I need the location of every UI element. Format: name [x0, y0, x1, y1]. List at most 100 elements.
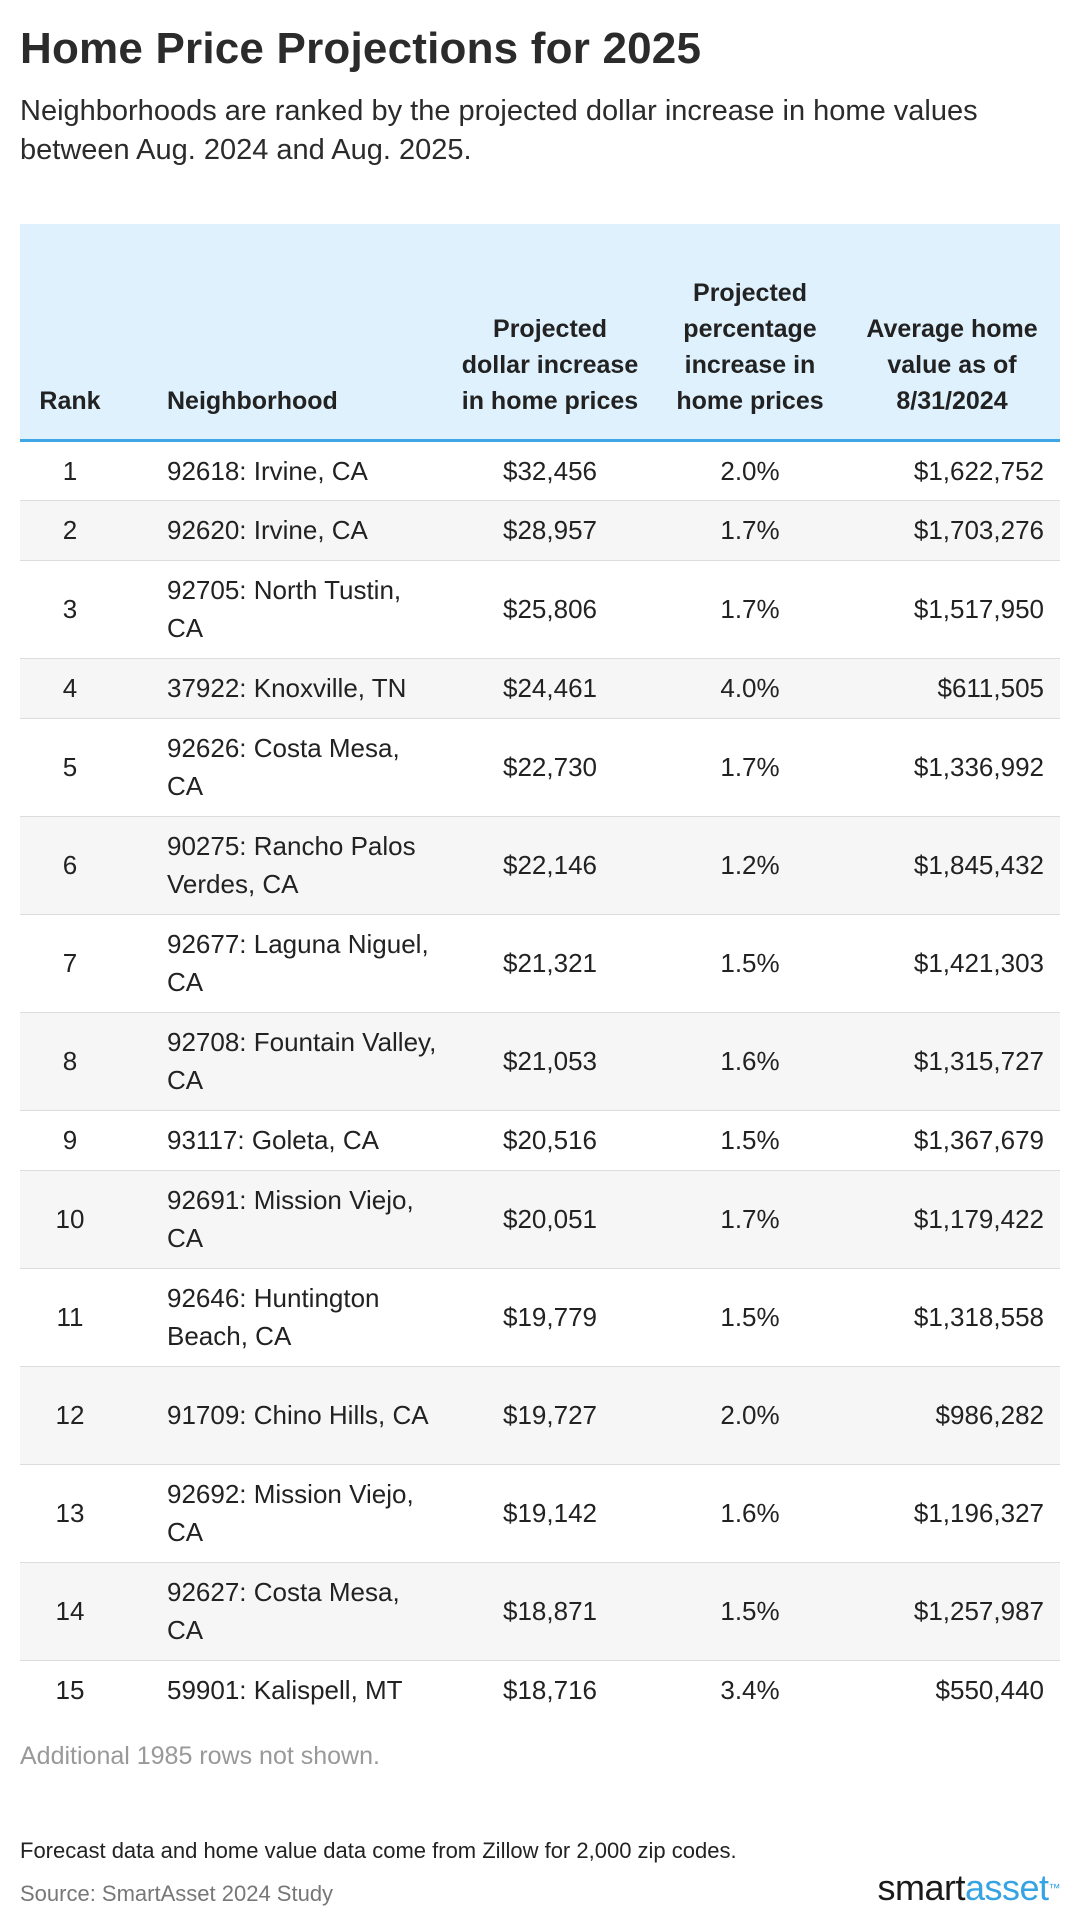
table-row: 2 92620: Irvine, CA $28,957 1.7% $1,703,276 — [20, 500, 1060, 561]
rows-not-shown-note: Additional 1985 rows not shown. — [20, 1742, 380, 1770]
table-row: 11 92646: Huntington Beach, CA $19,779 1.5%… — [20, 1268, 1060, 1367]
rank-cell: 5 — [20, 718, 120, 817]
percentage-increase-cell: 2.0% — [650, 1366, 850, 1465]
rank-cell: 13 — [20, 1464, 120, 1563]
neighborhood-cell: 92627: Costa Mesa, CA — [120, 1562, 450, 1661]
average-value-cell: $1,257,987 — [850, 1562, 1060, 1661]
average-value-cell: $986,282 — [850, 1366, 1060, 1465]
neighborhood-cell: 37922: Knoxville, TN — [120, 658, 450, 719]
neighborhood-cell: 59901: Kalispell, MT — [167, 1675, 403, 1706]
logo-trademark: ™ — [1048, 1881, 1061, 1895]
page-title: Home Price Projections for 2025 — [20, 24, 702, 73]
dollar-increase-cell: $19,727 — [450, 1366, 650, 1465]
rank-cell: 6 — [20, 816, 120, 915]
logo-smart-text: smart — [877, 1867, 965, 1908]
percentage-increase-cell: 1.5% — [650, 914, 850, 1013]
neighborhood-cell: 91709: Chino Hills, CA — [120, 1366, 450, 1465]
column-header-rank: Rank — [20, 224, 120, 442]
rank-cell: 9 — [20, 1110, 120, 1171]
table-header-row: Rank Neighborhood Projected dollar incre… — [20, 224, 1060, 442]
neighborhood-cell: 90275: Rancho Palos Verdes, CA — [120, 816, 450, 915]
dollar-increase-cell: $20,516 — [450, 1110, 650, 1171]
average-value-cell: $1,421,303 — [850, 914, 1060, 1013]
data-footnote: Forecast data and home value data come f… — [20, 1838, 737, 1863]
dollar-increase-cell: $18,871 — [450, 1562, 650, 1661]
dollar-increase-cell: $22,146 — [450, 816, 650, 915]
percentage-increase-cell: 2.0% — [650, 440, 850, 501]
rank-cell: 7 — [20, 914, 120, 1013]
percentage-increase-cell: 1.5% — [650, 1110, 850, 1171]
column-header-dollar-increase: Projected dollar increase in home prices — [450, 224, 650, 442]
rank-cell: 1 — [20, 440, 120, 501]
dollar-increase-cell: $20,051 — [450, 1170, 650, 1269]
percentage-increase-cell: 4.0% — [650, 658, 850, 719]
dollar-increase-cell: $24,461 — [450, 658, 650, 719]
neighborhood-cell: 92618: Irvine, CA — [120, 440, 450, 501]
percentage-increase-cell: 3.4% — [720, 1675, 780, 1706]
percentage-increase-cell: 1.6% — [650, 1464, 850, 1563]
average-value-cell: $1,196,327 — [850, 1464, 1060, 1563]
table-row: 7 92677: Laguna Niguel, CA $21,321 1.5% $1,4… — [20, 914, 1060, 1013]
table-row: 3 92705: North Tustin, CA $25,806 1.7% $1,51… — [20, 560, 1060, 659]
column-header-average-value: Average home value as of 8/31/2024 — [850, 224, 1060, 442]
table-row: 4 37922: Knoxville, TN $24,461 4.0% $611,505 — [20, 658, 1060, 719]
neighborhood-cell: 92677: Laguna Niguel, CA — [120, 914, 450, 1013]
table-row: 10 92691: Mission Viejo, CA $20,051 1.7% $1,… — [20, 1170, 1060, 1269]
neighborhood-cell: 92646: Huntington Beach, CA — [120, 1268, 450, 1367]
dollar-increase-cell: $19,779 — [450, 1268, 650, 1367]
table-row: 12 91709: Chino Hills, CA $19,727 2.0% $986,… — [20, 1366, 1060, 1465]
dollar-increase-cell: $22,730 — [450, 718, 650, 817]
table-body: 1 92618: Irvine, CA $32,456 2.0% $1,622,752 2… — [20, 440, 1060, 1720]
smartasset-logo: smartasset™ — [877, 1870, 1060, 1906]
average-value-cell: $1,336,992 — [850, 718, 1060, 817]
rank-cell: 11 — [20, 1268, 120, 1367]
rank-cell: 8 — [20, 1012, 120, 1111]
column-header-neighborhood: Neighborhood — [120, 224, 450, 442]
table-row: 13 92692: Mission Viejo, CA $19,142 1.6% $1,… — [20, 1464, 1060, 1563]
percentage-increase-cell: 1.5% — [650, 1268, 850, 1367]
percentage-increase-cell: 1.7% — [650, 560, 850, 659]
neighborhood-cell: 92705: North Tustin, CA — [120, 560, 450, 659]
percentage-increase-cell: 1.7% — [650, 500, 850, 561]
rank-cell: 14 — [20, 1562, 120, 1661]
dollar-increase-cell: $21,053 — [450, 1012, 650, 1111]
average-value-cell: $1,318,558 — [850, 1268, 1060, 1367]
rank-cell: 12 — [20, 1366, 120, 1465]
dollar-increase-cell: $32,456 — [450, 440, 650, 501]
average-value-cell: $1,622,752 — [850, 440, 1060, 501]
percentage-increase-cell: 1.7% — [650, 718, 850, 817]
neighborhood-cell: 92620: Irvine, CA — [120, 500, 450, 561]
average-value-cell: $1,315,727 — [850, 1012, 1060, 1111]
dollar-increase-cell: $19,142 — [450, 1464, 650, 1563]
percentage-increase-cell: 1.5% — [650, 1562, 850, 1661]
table-row: 15 59901: Kalispell, MT $18,716 3.4% $550,44… — [20, 1660, 1060, 1720]
source-credit: Source: SmartAsset 2024 Study — [20, 1881, 334, 1906]
average-value-cell: $550,440 — [935, 1675, 1044, 1706]
rank-cell: 2 — [20, 500, 120, 561]
rank-cell: 10 — [20, 1170, 120, 1269]
table-row: 6 90275: Rancho Palos Verdes, CA $22,146 1.… — [20, 816, 1060, 915]
neighborhood-cell: 92692: Mission Viejo, CA — [120, 1464, 450, 1563]
table-row: 5 92626: Costa Mesa, CA $22,730 1.7% $1,336,… — [20, 718, 1060, 817]
column-header-percentage-increase: Projected percentage increase in home pr… — [650, 224, 850, 442]
average-value-cell: $1,367,679 — [850, 1110, 1060, 1171]
dollar-increase-cell: $25,806 — [450, 560, 650, 659]
neighborhood-cell: 92691: Mission Viejo, CA — [120, 1170, 450, 1269]
dollar-increase-cell: $28,957 — [450, 500, 650, 561]
table-row: 14 92627: Costa Mesa, CA $18,871 1.5% $1,257… — [20, 1562, 1060, 1661]
table-row: 9 93117: Goleta, CA $20,516 1.5% $1,367,679 — [20, 1110, 1060, 1171]
neighborhood-cell: 92626: Costa Mesa, CA — [120, 718, 450, 817]
average-value-cell: $1,703,276 — [850, 500, 1060, 561]
percentage-increase-cell: 1.2% — [650, 816, 850, 915]
average-value-cell: $1,517,950 — [850, 560, 1060, 659]
logo-asset-text: asset — [964, 1867, 1049, 1908]
percentage-increase-cell: 1.6% — [650, 1012, 850, 1111]
average-value-cell: $1,845,432 — [850, 816, 1060, 915]
page-subtitle: Neighborhoods are ranked by the projecte… — [20, 95, 978, 166]
rank-cell: 4 — [20, 658, 120, 719]
neighborhood-cell: 93117: Goleta, CA — [120, 1110, 450, 1171]
rank-cell: 3 — [20, 560, 120, 659]
dollar-increase-cell: $21,321 — [450, 914, 650, 1013]
neighborhood-cell: 92708: Fountain Valley, CA — [120, 1012, 450, 1111]
